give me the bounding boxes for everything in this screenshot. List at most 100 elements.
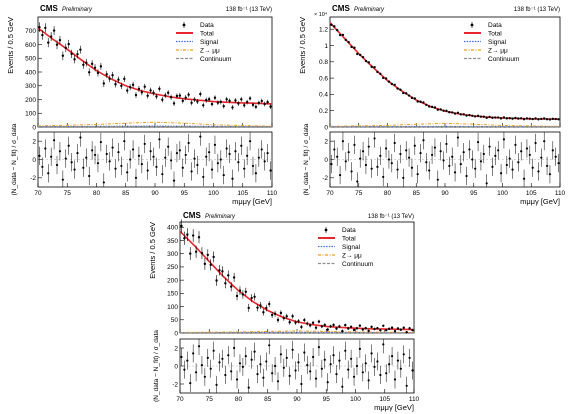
cms-label: CMS — [183, 211, 201, 220]
legend-label-signal: Signal — [200, 39, 219, 46]
series-line-z — [329, 122, 561, 127]
data-point — [367, 329, 370, 333]
pull-point — [235, 378, 239, 381]
y-tick-label: 0.2 — [319, 108, 328, 115]
pull-point — [222, 173, 225, 177]
data-point — [410, 96, 414, 100]
pull-point — [364, 362, 367, 365]
data-point — [439, 108, 442, 111]
ratio-y-tick-label: 0 — [174, 363, 178, 370]
legend-marker — [470, 23, 474, 27]
pull-point — [158, 138, 161, 141]
data-point — [554, 117, 557, 121]
y-tick-label: 0 — [324, 124, 328, 131]
pull-point — [273, 364, 277, 368]
data-point — [186, 233, 189, 236]
data-point — [134, 93, 138, 97]
data-point — [548, 118, 552, 121]
main-plot-frame — [179, 221, 415, 334]
data-point — [531, 117, 534, 121]
pull-point — [269, 169, 272, 172]
data-point — [215, 279, 218, 282]
x-tick-label: 110 — [409, 396, 420, 403]
pull-point — [511, 168, 514, 171]
y-tick-label: 700 — [25, 28, 36, 35]
data-point — [540, 117, 543, 121]
pull-point — [123, 140, 126, 143]
data-point — [49, 35, 53, 38]
pull-point — [189, 382, 192, 385]
pull-point — [393, 378, 397, 381]
data-point — [393, 329, 397, 333]
pull-point — [468, 148, 471, 151]
pull-point — [479, 160, 483, 163]
pull-point — [196, 163, 199, 167]
data-point — [427, 105, 431, 108]
ratio-axis-label: (N_data − N_fit) / σ_data — [303, 123, 310, 195]
data-point — [260, 99, 263, 103]
data-point — [143, 85, 146, 88]
data-point — [238, 289, 242, 292]
pull-point — [413, 144, 416, 147]
data-point — [155, 95, 158, 98]
pull-point — [350, 170, 353, 173]
pull-point — [175, 151, 179, 155]
pull-point — [485, 182, 488, 185]
pull-point — [202, 175, 205, 179]
data-point — [140, 91, 144, 94]
data-point — [256, 306, 259, 309]
pull-point — [76, 151, 79, 155]
x-tick-label: 85 — [264, 396, 272, 403]
data-point — [422, 101, 425, 104]
data-point — [55, 43, 59, 46]
data-point — [390, 82, 394, 86]
pull-point — [502, 138, 506, 141]
pull-point — [99, 140, 102, 144]
data-point — [123, 77, 126, 81]
pull-point — [514, 143, 517, 146]
ratio-y-tick-label: -2 — [172, 381, 178, 388]
data-point — [207, 97, 211, 101]
pull-point — [462, 151, 465, 154]
data-point — [476, 114, 480, 118]
data-point — [193, 98, 196, 101]
data-point — [308, 324, 312, 327]
data-point — [254, 105, 258, 109]
pull-point — [55, 163, 59, 167]
pull-point — [225, 147, 228, 150]
pull-point — [234, 150, 237, 153]
data-point — [557, 118, 560, 121]
data-point — [229, 285, 233, 288]
pull-point — [476, 140, 480, 144]
pull-point — [58, 150, 62, 153]
pull-point — [399, 367, 402, 370]
pull-point — [482, 152, 485, 156]
x-tick-label: 90 — [151, 190, 159, 197]
pull-point — [70, 161, 73, 164]
data-point — [355, 327, 359, 330]
pull-point — [241, 365, 244, 368]
data-point — [111, 74, 114, 77]
x-tick-label: 110 — [267, 190, 278, 197]
pull-point — [180, 355, 183, 359]
pull-point — [300, 382, 303, 386]
pull-point — [471, 158, 474, 161]
pull-point — [356, 180, 359, 183]
data-point — [149, 89, 152, 92]
pull-point — [405, 384, 408, 387]
pull-point — [303, 351, 306, 354]
data-point — [266, 100, 269, 104]
data-point — [508, 117, 511, 120]
pull-point — [453, 171, 457, 174]
pull-point — [352, 375, 356, 378]
data-point — [52, 29, 56, 32]
data-point — [468, 113, 471, 117]
data-point — [456, 111, 460, 115]
y-tick-label: 0 — [32, 124, 36, 131]
pull-point — [67, 144, 70, 147]
data-point — [376, 327, 379, 330]
chart-panel-bottom: CMS Preliminary 138 fb⁻¹ (13 TeV) 70 75 80 85 9… — [148, 211, 420, 412]
data-point — [314, 326, 318, 329]
data-point — [326, 328, 329, 331]
pull-point — [266, 151, 269, 155]
